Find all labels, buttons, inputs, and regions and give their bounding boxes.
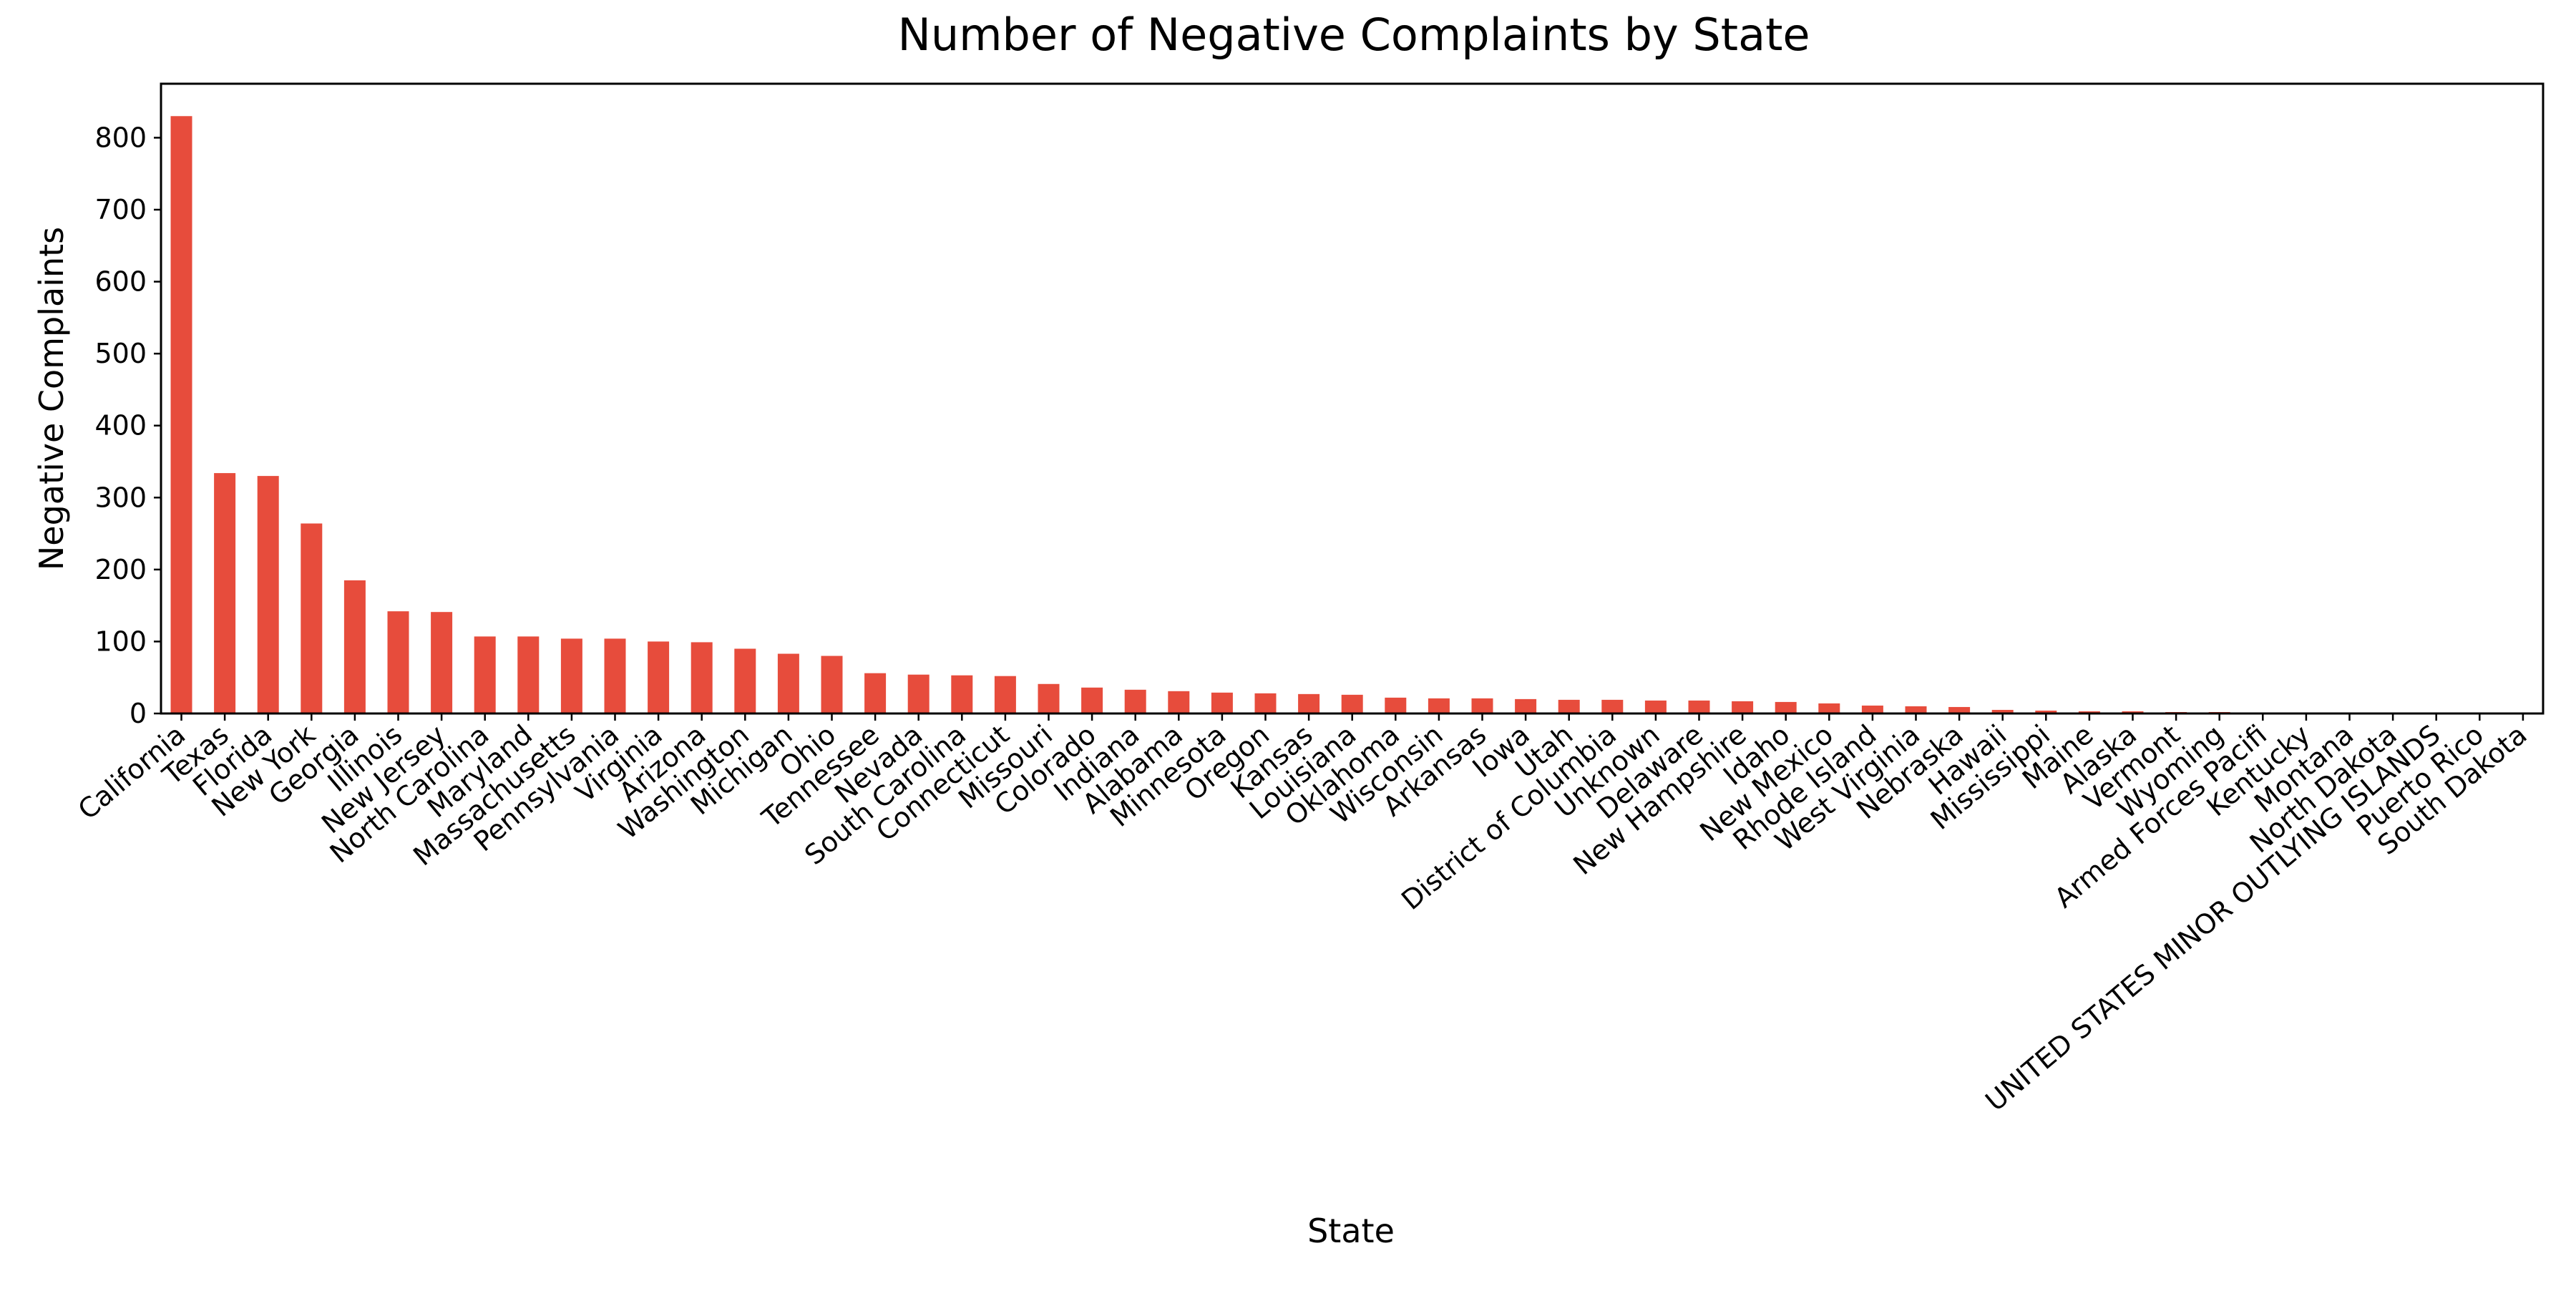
bar-texas: [214, 473, 236, 713]
y-tick-label-800: 800: [94, 122, 147, 153]
bar-new-mexico: [1818, 703, 1840, 713]
bar-california: [170, 116, 192, 713]
bar-idaho: [1775, 701, 1797, 713]
y-tick-label-300: 300: [94, 482, 147, 513]
bar-nevada: [907, 674, 930, 713]
y-tick-label-0: 0: [130, 698, 147, 729]
bar-west-virginia: [1905, 706, 1927, 713]
chart-title: Number of Negative Complaints by State: [897, 9, 1810, 61]
bar-hawaii: [1991, 709, 2014, 713]
bar-ohio: [821, 656, 843, 713]
bar-colorado: [1081, 687, 1103, 713]
bar-alaska: [2122, 711, 2144, 713]
bar-kansas: [1298, 693, 1320, 713]
bar-louisiana: [1341, 694, 1363, 713]
bar-maine: [2078, 711, 2100, 713]
bar-illinois: [387, 611, 409, 713]
bar-new-york: [301, 523, 323, 713]
bar-oregon: [1254, 693, 1277, 713]
bar-new-hampshire: [1732, 701, 1754, 713]
bar-washington: [734, 648, 756, 713]
bar-maryland: [517, 636, 540, 713]
bar-minnesota: [1211, 692, 1233, 713]
bar-virginia: [648, 641, 670, 713]
bar-connecticut: [994, 676, 1016, 713]
y-tick-label-200: 200: [94, 554, 147, 585]
plot-frame: [160, 82, 2545, 715]
bars-layer: [170, 116, 2534, 713]
bar-indiana: [1124, 689, 1146, 713]
x-axis-label: State: [1307, 1212, 1395, 1250]
y-tick-label-700: 700: [94, 194, 147, 225]
y-axis-label: Negative Complaints: [32, 227, 71, 570]
y-tick-label-600: 600: [94, 266, 147, 298]
bar-mississippi: [2035, 710, 2057, 713]
bar-nebraska: [1948, 706, 1971, 713]
bar-utah: [1558, 699, 1580, 713]
y-tick-label-100: 100: [94, 625, 147, 657]
bar-arizona: [691, 642, 713, 713]
bar-iowa: [1515, 698, 1537, 713]
bar-florida: [257, 476, 279, 713]
bar-south-carolina: [951, 675, 973, 713]
bar-north-carolina: [474, 636, 496, 713]
bar-pennsylvania: [604, 638, 626, 713]
bar-alabama: [1168, 691, 1190, 713]
bar-tennessee: [864, 673, 887, 713]
y-tick-label-500: 500: [94, 338, 147, 369]
bar-district-of-columbia: [1601, 699, 1624, 713]
bar-new-jersey: [431, 612, 453, 713]
bar-unknown: [1644, 700, 1667, 713]
bar-georgia: [343, 580, 366, 713]
bar-oklahoma: [1385, 697, 1407, 713]
bar-michigan: [777, 653, 799, 713]
bar-arkansas: [1471, 698, 1493, 713]
bar-missouri: [1038, 683, 1060, 713]
bar-wisconsin: [1428, 698, 1450, 713]
bar-rhode-island: [1861, 705, 1883, 713]
bar-massachusetts: [560, 638, 582, 713]
bar-delaware: [1688, 700, 1710, 713]
y-tick-label-400: 400: [94, 410, 147, 442]
